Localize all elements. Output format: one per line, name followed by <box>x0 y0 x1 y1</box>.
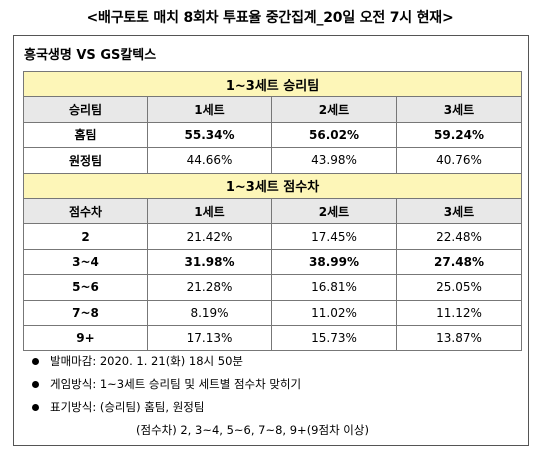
column-header: 1세트 <box>147 197 272 225</box>
table-cell: 11.02% <box>271 299 397 326</box>
table-cell: 38.99% <box>271 248 397 276</box>
table-row: 원정팀 44.66% 43.98% 40.76% <box>23 147 522 174</box>
result-panel: 흥국생명 VS GS칼텍스 1~3세트 승리팀 승리팀 1세트 2세트 3세트 … <box>13 35 529 446</box>
note-text: (점수차) 2, 3~4, 5~6, 7~8, 9+(9점차 이상) <box>136 423 369 437</box>
table-row: 3~4 31.98% 38.99% 27.48% <box>23 248 522 276</box>
column-header: 1세트 <box>147 96 272 123</box>
vote-table: 1~3세트 승리팀 승리팀 1세트 2세트 3세트 홈팀 55.34% 56.0… <box>23 70 522 352</box>
table-cell: 56.02% <box>271 121 397 149</box>
column-header: 3세트 <box>396 96 522 123</box>
table-cell: 15.73% <box>271 324 397 352</box>
column-header: 3세트 <box>396 197 522 225</box>
column-header: 점수차 <box>23 197 148 225</box>
table-cell: 17.45% <box>271 223 397 250</box>
table-cell: 17.13% <box>147 324 272 352</box>
notes-list: 발매마감: 2020. 1. 21(화) 18시 50분 게임방식: 1~3세트… <box>28 350 518 442</box>
column-header: 2세트 <box>271 96 397 123</box>
table-row: 홈팀 55.34% 56.02% 59.24% <box>23 121 522 149</box>
note-text: 게임방식: 1~3세트 승리팀 및 세트별 점수차 맞히기 <box>50 377 302 391</box>
win-section-title: 1~3세트 승리팀 <box>23 70 522 98</box>
table-cell: 31.98% <box>147 248 272 276</box>
bullet-icon <box>32 404 39 411</box>
table-cell: 43.98% <box>271 147 397 174</box>
table-row: 7~8 8.19% 11.02% 11.12% <box>23 299 522 326</box>
row-label: 5~6 <box>23 274 148 301</box>
table-row: 9+ 17.13% 15.73% 13.87% <box>23 324 522 352</box>
table-cell: 44.66% <box>147 147 272 174</box>
row-label: 홈팀 <box>23 121 148 149</box>
win-header-row: 승리팀 1세트 2세트 3세트 <box>23 96 522 123</box>
row-label: 3~4 <box>23 248 148 276</box>
table-cell: 21.28% <box>147 274 272 301</box>
table-cell: 22.48% <box>396 223 522 250</box>
row-label: 9+ <box>23 324 148 352</box>
note-item-continued: (점수차) 2, 3~4, 5~6, 7~8, 9+(9점차 이상) <box>28 419 518 442</box>
table-row: 2 21.42% 17.45% 22.48% <box>23 223 522 250</box>
note-item: 표기방식: (승리팀) 홈팀, 원정팀 <box>28 396 518 419</box>
match-title: 흥국생명 VS GS칼텍스 <box>24 48 157 63</box>
note-text: 표기방식: (승리팀) 홈팀, 원정팀 <box>50 400 205 414</box>
table-cell: 8.19% <box>147 299 272 326</box>
table-cell: 11.12% <box>396 299 522 326</box>
page-title: <배구토토 매치 8회차 투표율 중간집계_20일 오전 7시 현재> <box>86 10 454 26</box>
table-row: 5~6 21.28% 16.81% 25.05% <box>23 274 522 301</box>
table-cell: 13.87% <box>396 324 522 352</box>
row-label: 원정팀 <box>23 147 148 174</box>
note-item: 발매마감: 2020. 1. 21(화) 18시 50분 <box>28 350 518 373</box>
column-header: 승리팀 <box>23 96 148 123</box>
table-cell: 21.42% <box>147 223 272 250</box>
table-cell: 55.34% <box>147 121 272 149</box>
table-cell: 25.05% <box>396 274 522 301</box>
note-text: 발매마감: 2020. 1. 21(화) 18시 50분 <box>50 354 243 368</box>
table-cell: 40.76% <box>396 147 522 174</box>
note-item: 게임방식: 1~3세트 승리팀 및 세트별 점수차 맞히기 <box>28 373 518 396</box>
table-cell: 27.48% <box>396 248 522 276</box>
bullet-icon <box>32 358 39 365</box>
bullet-icon <box>32 381 39 388</box>
margin-header-row: 점수차 1세트 2세트 3세트 <box>23 197 522 225</box>
table-cell: 16.81% <box>271 274 397 301</box>
margin-section-title: 1~3세트 점수차 <box>23 172 522 199</box>
row-label: 7~8 <box>23 299 148 326</box>
row-label: 2 <box>23 223 148 250</box>
table-cell: 59.24% <box>396 121 522 149</box>
column-header: 2세트 <box>271 197 397 225</box>
